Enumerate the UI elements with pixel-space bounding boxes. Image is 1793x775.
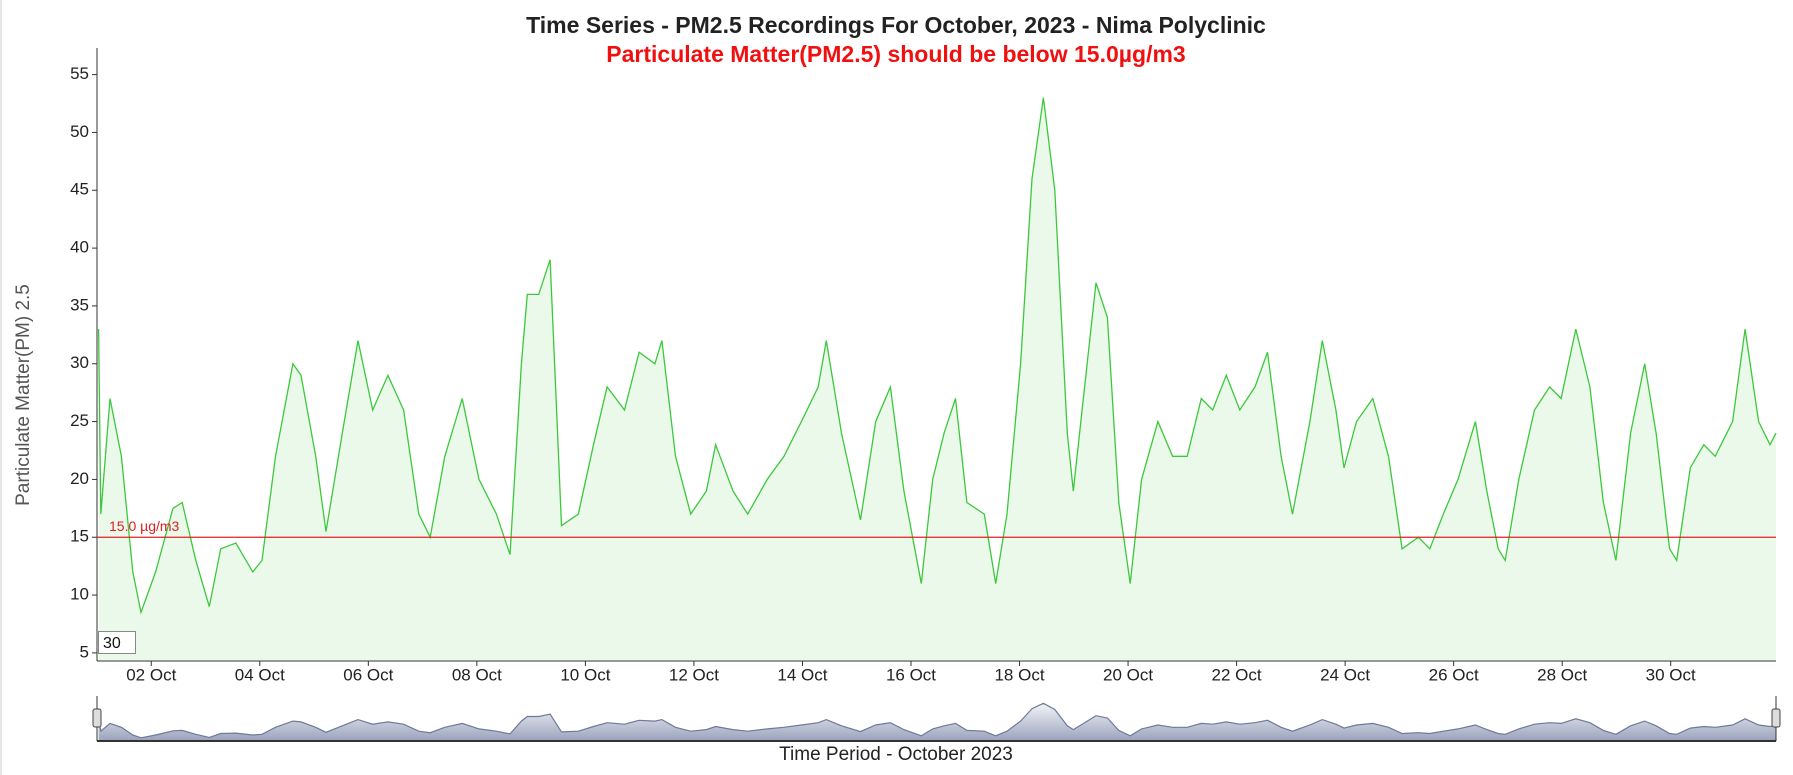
y-tick-label: 55 bbox=[70, 64, 89, 83]
threshold-label: 15.0 µg/m3 bbox=[109, 518, 180, 534]
y-tick-label: 15 bbox=[70, 527, 89, 546]
x-tick-label: 18 Oct bbox=[994, 665, 1044, 684]
y-tick-label: 5 bbox=[80, 642, 89, 661]
x-tick-label: 04 Oct bbox=[235, 665, 285, 684]
x-tick-label: 10 Oct bbox=[560, 665, 610, 684]
roll-period-input[interactable]: 30 bbox=[98, 631, 136, 654]
range-handle[interactable] bbox=[92, 708, 102, 728]
x-tick-label: 08 Oct bbox=[452, 665, 502, 684]
y-tick-label: 20 bbox=[70, 469, 89, 488]
x-tick-label: 12 Oct bbox=[669, 665, 719, 684]
area bbox=[98, 97, 1777, 661]
x-tick-label: 14 Oct bbox=[777, 665, 827, 684]
x-tick-label: 26 Oct bbox=[1429, 665, 1479, 684]
range-selector-area bbox=[98, 703, 1777, 741]
x-tick-label: 28 Oct bbox=[1537, 665, 1587, 684]
y-tick-label: 25 bbox=[70, 411, 89, 430]
y-tick-label: 40 bbox=[70, 238, 89, 257]
y-tick-label: 35 bbox=[70, 295, 89, 314]
range-selector-line bbox=[98, 702, 1777, 739]
x-tick-label: 06 Oct bbox=[343, 665, 393, 684]
chart-title: Time Series - PM2.5 Recordings For Octob… bbox=[526, 12, 1266, 38]
chart-subtitle: Particulate Matter(PM2.5) should be belo… bbox=[606, 41, 1185, 67]
y-tick-label: 30 bbox=[70, 353, 89, 372]
x-tick-label: 02 Oct bbox=[126, 665, 176, 684]
y-axis-label: Particulate Matter(PM) 2.5 bbox=[13, 284, 34, 506]
x-tick-label: 24 Oct bbox=[1320, 665, 1370, 684]
y-tick-label: 45 bbox=[70, 180, 89, 199]
y-tick-label: 10 bbox=[70, 585, 89, 604]
range-handle[interactable] bbox=[1771, 708, 1781, 728]
y-tick-label: 50 bbox=[70, 122, 89, 141]
x-tick-label: 30 Oct bbox=[1646, 665, 1696, 684]
line bbox=[97, 97, 1777, 615]
x-tick-label: 22 Oct bbox=[1212, 665, 1262, 684]
x-axis-label: Time Period - October 2023 bbox=[779, 744, 1013, 765]
x-tick-label: 20 Oct bbox=[1103, 665, 1153, 684]
x-tick-label: 16 Oct bbox=[886, 665, 936, 684]
